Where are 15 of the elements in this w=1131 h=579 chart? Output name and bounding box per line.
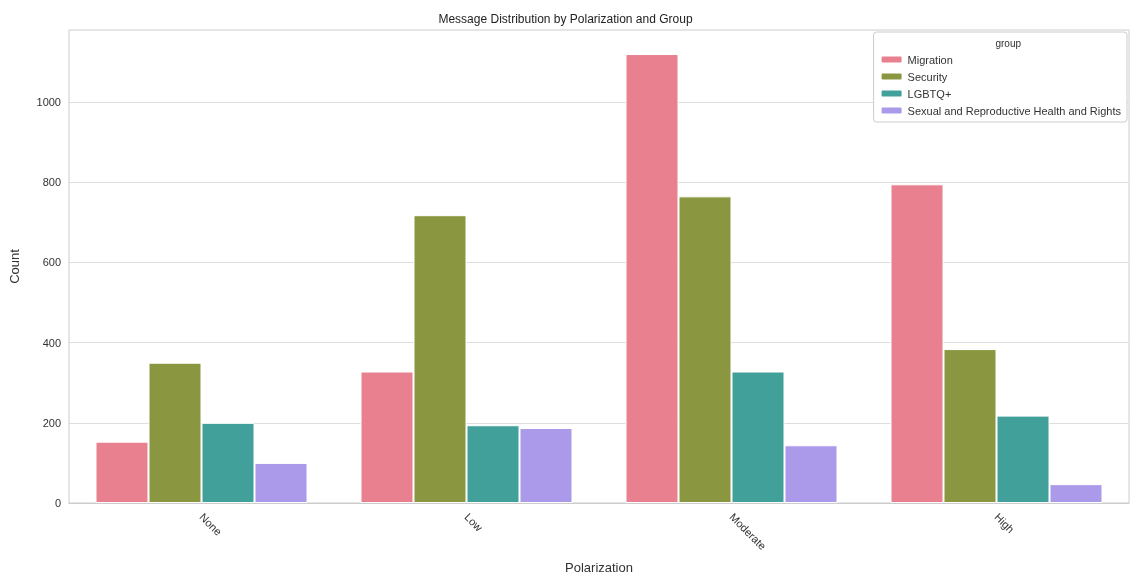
y-axis-title: Count <box>7 248 22 284</box>
y-tick-label: 0 <box>54 497 61 509</box>
x-tick-label: Low <box>462 510 486 534</box>
chart-title: Message Distribution by Polarization and Group <box>438 12 693 26</box>
legend-label: Security <box>907 70 948 83</box>
y-tick-label: 600 <box>42 256 61 269</box>
y-tick-label: 400 <box>42 336 61 349</box>
legend-label: LGBTQ+ <box>907 87 952 100</box>
y-tick-label: 200 <box>42 416 61 429</box>
y-tick-label: 800 <box>42 176 61 189</box>
y-tick-label: 1000 <box>36 96 61 109</box>
legend-title: group <box>995 37 1022 49</box>
legend-label: Sexual and Reproductive Health and Rights <box>907 104 1122 117</box>
x-axis-title: Polarization <box>565 560 633 575</box>
legend-label: Migration <box>907 53 953 66</box>
